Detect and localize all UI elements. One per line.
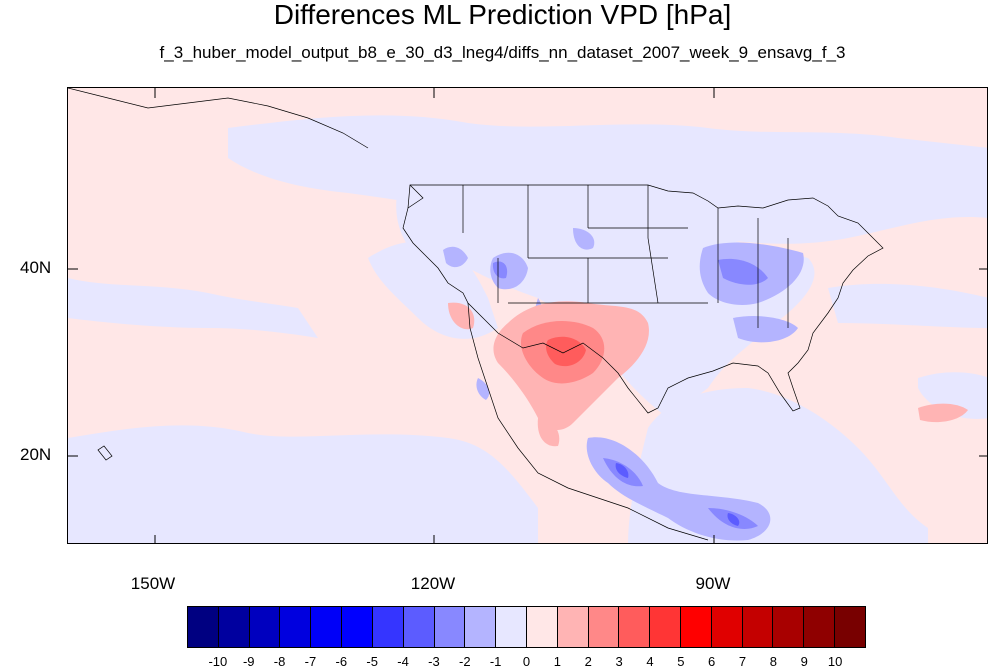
colorbar-tick-label: -7 [304,654,317,669]
colorbar-box [619,607,651,647]
colorbar-tick-label: 4 [646,654,654,669]
colorbar-box [773,607,805,647]
colorbar-box [650,607,681,647]
colorbar-tick-label: -1 [489,654,502,669]
chart-subtitle: f_3_huber_model_output_b8_e_30_d3_lneg4/… [159,43,846,62]
colorbar-box [804,607,836,647]
colorbar-box [434,607,466,647]
lat-label-40n: 40N [20,258,52,277]
colorbar-box [465,607,497,647]
lat-label-20n: 20N [20,445,52,464]
colorbar-tick-label: 5 [677,654,685,669]
colorbar-box [742,607,774,647]
colorbar-labels: -10 -9 -8 -7 -6 -5 -4 -3 -2 -1 0 1 2 3 4 5 6 7 8 9 10 [0,655,1005,672]
colorbar-box [588,607,620,647]
colorbar-tick-label: -9 [242,654,255,669]
colorbar-tick-label: 0 [522,654,531,669]
colorbar-tick-label: 8 [769,654,778,669]
contour-level-minus4 [615,463,740,526]
colorbar-box [372,607,404,647]
colorbar-box [280,607,312,647]
colorbar-box [496,607,527,647]
colorbar-tick-label: -5 [366,654,378,669]
colorbar-tick-label: -3 [428,654,440,669]
chart-title: Differences ML Prediction VPD [hPa] [273,0,732,30]
vpd-difference-map [68,88,987,543]
colorbar-tick-label: -10 [208,654,228,669]
map-plot-area [67,87,988,544]
lon-label-90w: 90W [695,574,731,593]
colorbar-tick-label: 7 [738,654,747,669]
colorbar-tick-label: -6 [335,654,348,669]
colorbar-tick-label: 2 [584,654,592,669]
colorbar-box [557,607,589,647]
coastlines-and-borders [68,88,884,541]
colorbar-tick-label: 3 [615,654,623,669]
colorbar-tick-label: -8 [273,654,286,669]
colorbar-tick-label: 6 [708,654,716,669]
axis-ticks [68,88,987,543]
colorbar [187,606,866,648]
colorbar-box [188,607,219,647]
colorbar-box [681,607,712,647]
colorbar-tick-label: -2 [458,654,471,669]
colorbar-tick-label: 10 [827,654,843,669]
colorbar-box [526,607,558,647]
colorbar-box [711,607,743,647]
colorbar-box [218,607,250,647]
colorbar-box [342,607,373,647]
colorbar-tick-label: -4 [397,654,409,669]
colorbar-box [311,607,343,647]
colorbar-tick-label: 9 [800,654,808,669]
colorbar-box [835,607,865,647]
colorbar-box [249,607,281,647]
lon-label-150w: 150W [130,574,176,593]
colorbar-box [403,607,435,647]
colorbar-tick-label: 1 [553,654,561,669]
lon-label-120w: 120W [410,574,456,593]
